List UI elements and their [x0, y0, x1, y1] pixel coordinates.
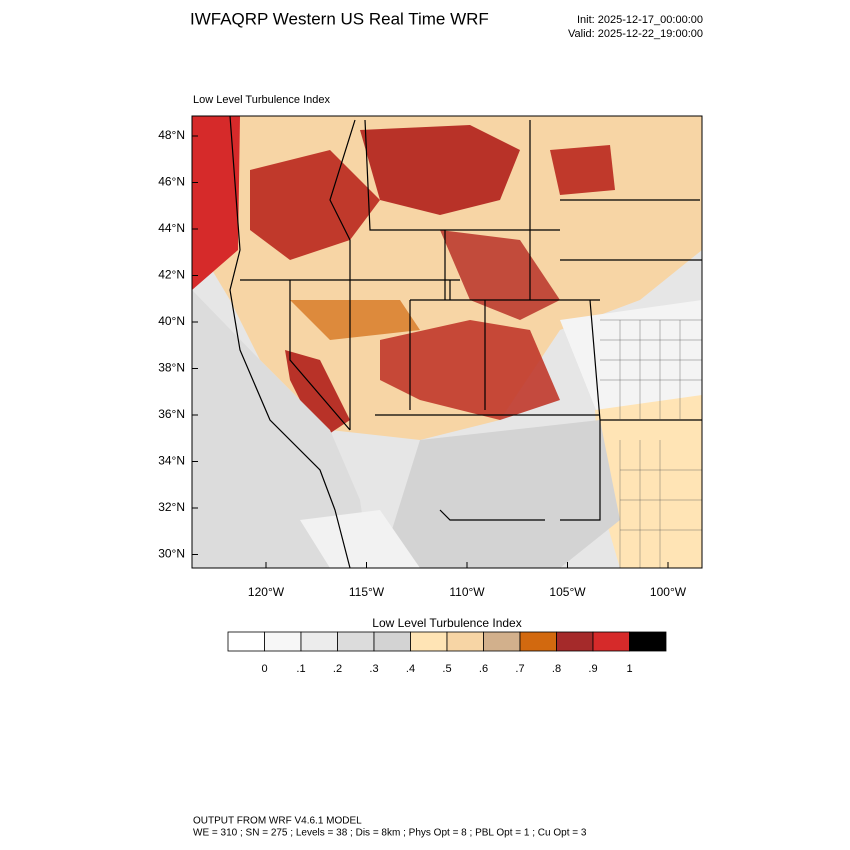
lat-label: 48°N [158, 128, 185, 142]
footer-line: WE = 310 ; SN = 275 ; Levels = 38 ; Dis … [193, 828, 587, 839]
lon-label: 115°W [349, 585, 385, 599]
colorbar-label: .6 [479, 663, 488, 675]
title: IWFAQRP Western US Real Time WRF [190, 9, 489, 28]
colorbar-label: .3 [369, 663, 378, 675]
lon-label: 105°W [549, 585, 586, 599]
lat-label: 38°N [158, 361, 185, 375]
colorbar-label: .4 [406, 663, 415, 675]
colorbar-label: 0 [261, 663, 267, 675]
colorbar-label: .9 [588, 663, 597, 675]
lon-label: 110°W [449, 585, 485, 599]
colorbar-swatch [446, 631, 484, 652]
colorbar-swatch [264, 631, 302, 652]
map-frame [191, 115, 703, 569]
colorbar-label: .7 [515, 663, 524, 675]
lat-label: 42°N [158, 268, 185, 282]
map-axes: 48°N 46°N 44°N 42°N 40°N 38°N 36°N 34°N 32°N 30°N… [158, 128, 687, 599]
colorbar-swatch [337, 631, 375, 652]
footer-line: OUTPUT FROM WRF V4.6.1 MODEL [193, 816, 362, 827]
lat-label: 32°N [158, 500, 185, 514]
lat-label: 44°N [158, 221, 185, 235]
colorbar-swatch [410, 631, 448, 652]
colorbar-swatch [592, 631, 630, 652]
colorbar-swatch [300, 631, 338, 652]
colorbar-swatch [556, 631, 594, 652]
lat-label: 30°N [158, 547, 185, 561]
lon-label: 120°W [248, 585, 285, 599]
colorbar-swatch [629, 631, 667, 652]
colorbar-swatch [227, 631, 265, 652]
colorbar: 0 .1 .2 .3 .4 .5 .6 .7 .8 .9 1 [227, 631, 667, 675]
colorbar-label: 1 [626, 663, 632, 675]
colorbar-label: .1 [296, 663, 305, 675]
colorbar-title: Low Level Turbulence Index [372, 616, 521, 630]
lat-label: 46°N [158, 175, 185, 189]
lat-label: 36°N [158, 407, 185, 421]
colorbar-swatch [483, 631, 521, 652]
map-field [192, 116, 702, 568]
lat-label: 34°N [158, 454, 185, 468]
map-subtitle: Low Level Turbulence Index [193, 94, 330, 106]
colorbar-swatch [519, 631, 557, 652]
init-time: Init: 2025-12-17_00:00:00 [577, 14, 703, 26]
lon-label: 100°W [650, 585, 687, 599]
valid-time: Valid: 2025-12-22_19:00:00 [568, 28, 703, 40]
colorbar-label: .5 [442, 663, 451, 675]
colorbar-label: .2 [333, 663, 342, 675]
lat-label: 40°N [158, 314, 185, 328]
colorbar-swatch [373, 631, 411, 652]
colorbar-label: .8 [552, 663, 561, 675]
